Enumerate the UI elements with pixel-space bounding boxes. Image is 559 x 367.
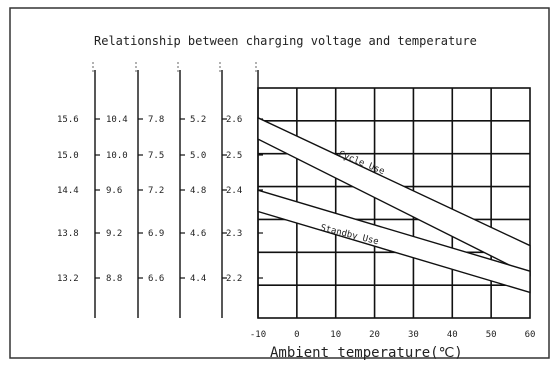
x-tick-labels: -10 0 10 20 30 40 50 60 [250,330,536,340]
voltage-tick-label: 5.0 [190,151,206,161]
outer-frame [9,7,550,359]
voltage-tick-label: 4.6 [190,229,206,239]
voltage-tick-label: 2.3 [226,229,242,239]
voltage-tick-label: 6.6 [148,274,164,284]
voltage-tick-label: 4.4 [190,274,206,284]
voltage-tick-label: 7.5 [148,151,164,161]
x-tick-label: 0 [294,330,299,340]
voltage-tick-label: 4.8 [190,186,206,196]
x-axis-label: Ambient temperature(℃) [270,345,463,361]
voltage-tick-label: 2.2 [226,274,242,284]
voltage-tick-label: 2.4 [226,186,242,196]
voltage-tick-label: 2.6 [226,115,242,125]
x-tick-label: 10 [330,330,341,340]
voltage-tick-label: 9.2 [106,229,122,239]
voltage-tick-label: 15.6 [57,115,79,125]
x-tick-label: 50 [486,330,497,340]
x-tick-label: 20 [369,330,380,340]
chart-title: Relationship between charging voltage an… [94,34,477,48]
voltage-tick-label: 7.8 [148,115,164,125]
voltage-tick-label: 5.2 [190,115,206,125]
voltage-tick-label: 13.8 [57,229,79,239]
x-tick-label: 40 [447,330,458,340]
voltage-tick-label: 14.4 [57,186,79,196]
voltage-tick-label: 8.8 [106,274,122,284]
x-tick-label: 60 [525,330,536,340]
voltage-tick-label: 15.0 [57,151,79,161]
x-tick-label: 30 [408,330,419,340]
x-tick-label: -10 [250,330,266,340]
voltage-tick-label: 2.5 [226,151,242,161]
series-band-standby-use [257,189,531,294]
voltage-tick-label: 10.0 [106,151,128,161]
voltage-tick-label: 6.9 [148,229,164,239]
voltage-tick-label: 13.2 [57,274,79,284]
voltage-tick-label: 10.4 [106,115,128,125]
voltage-axes: 15.6 15.0 14.4 13.8 13.2 10.4 10.0 9.6 9.2 8.8 7.8… [57,62,263,318]
voltage-tick-label: 7.2 [148,186,164,196]
voltage-tick-label: 9.6 [106,186,122,196]
